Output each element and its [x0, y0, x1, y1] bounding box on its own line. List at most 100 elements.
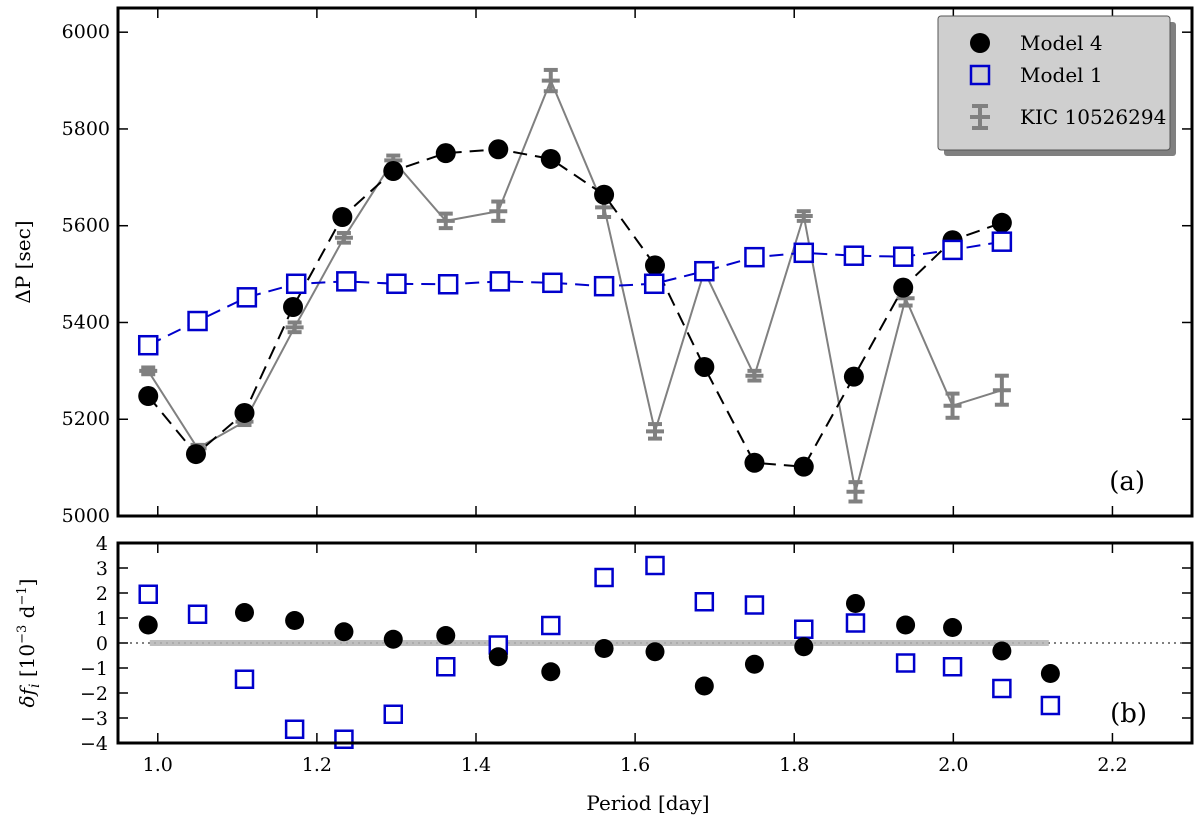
- model-4-point: [488, 139, 509, 160]
- model-1-point: [942, 239, 963, 261]
- panel-a-y-tick-label: 5600: [62, 215, 110, 237]
- model-1-residual-point: [645, 555, 665, 576]
- ylabel-d: d: [15, 605, 39, 624]
- panel-b-ticks: [118, 542, 1192, 744]
- model-1-point: [187, 310, 208, 332]
- model-1-residual-point: [794, 619, 814, 639]
- model-1-residual-point: [334, 729, 354, 749]
- panel-b-x-tick-labels: 1.0 1.2 1.4 1.6 1.8 2.0 2.2: [143, 754, 1128, 776]
- panel-b-y-tick-label: 2: [96, 583, 108, 605]
- panel-b-x-tick-label: 1.8: [779, 754, 809, 776]
- panel-b-frame: [116, 541, 1194, 745]
- model-4-residual-point: [285, 611, 305, 630]
- model-4-residual-point: [594, 639, 614, 658]
- panel-b-y-axis-label: δfi [10−3 d−1]: [15, 579, 43, 708]
- panel-b: −4 −3 −2 −1 0 1 2 3 4 1.0 1.2 1.4 1.6 1.8 2.0 2.2 δfi …: [15, 533, 1194, 815]
- model-4-residual-point: [744, 654, 764, 674]
- panel-b-y-tick-label: −4: [80, 733, 108, 755]
- kic-errorbar: [943, 391, 962, 420]
- model-4-point: [893, 277, 914, 298]
- model-1-residual-point: [895, 653, 916, 673]
- model-4-residual-point: [845, 594, 865, 613]
- model-1-point: [137, 334, 159, 356]
- kic-errorbar: [646, 422, 664, 441]
- model-4-point: [435, 143, 456, 164]
- model-4-point: [383, 161, 404, 182]
- panel-a-ylabel: ΔP [sec]: [11, 220, 35, 303]
- model-1-point: [386, 273, 407, 295]
- model-1-residual-point: [1040, 695, 1061, 716]
- model-4-point: [744, 452, 765, 473]
- model-4-residual-point: [436, 626, 456, 645]
- model-4-residual-point: [896, 615, 916, 635]
- model-1-residual-point: [845, 613, 866, 633]
- kic-errorbar: [285, 320, 304, 335]
- model-4-point: [234, 402, 255, 423]
- model-4-point: [185, 444, 206, 465]
- model-4-series-line: [147, 148, 1003, 468]
- model-1-point: [793, 242, 815, 264]
- panel-a-y-axis-label: ΔP [sec]: [11, 220, 35, 303]
- model-1-series-line: [147, 240, 1003, 347]
- panel-a-y-tick-label: 5200: [62, 408, 110, 430]
- model-1-residual-point: [541, 615, 561, 636]
- panel-a-y-tick-label: 5800: [62, 118, 110, 140]
- panel-b-x-tick-label: 2.0: [938, 754, 968, 776]
- ylabel-i: i: [27, 684, 43, 688]
- legend-box: [937, 15, 1171, 151]
- model-1-residual-point: [992, 678, 1012, 699]
- model-1-point: [489, 271, 511, 292]
- model-4-residual-point: [694, 676, 714, 696]
- legend-marker-model-1: [969, 64, 991, 86]
- model-4-point: [991, 212, 1012, 233]
- model-1-residual-point: [942, 657, 963, 677]
- panel-b-x-tick-label: 1.6: [620, 754, 650, 776]
- model-1-point: [593, 275, 615, 297]
- ylabel-delta: δ: [15, 695, 39, 707]
- kic-errorbar: [334, 230, 353, 245]
- legend: Model 4 Model 1 KIC 10526294: [937, 15, 1176, 156]
- model-1-point: [542, 272, 563, 294]
- model-1-residual-point: [284, 719, 305, 739]
- panel-b-y-tick-label: 0: [96, 633, 108, 655]
- model-4-point: [138, 386, 159, 407]
- model-1-point: [236, 287, 258, 308]
- model-1-point: [285, 273, 307, 295]
- model-1-point: [892, 246, 914, 267]
- model-1-residual-point: [138, 584, 158, 604]
- x-axis-label: Period [day]: [586, 791, 709, 815]
- panel-a-y-tick-label: 6000: [62, 21, 110, 43]
- panel-a-y-tick-labels: 5000 5200 5400 5600 5800 6000: [62, 21, 110, 527]
- model-1-residual-point: [383, 704, 404, 724]
- kic-errorbar: [541, 67, 560, 94]
- ylabel-exp2: −1: [15, 586, 30, 605]
- model-4-point: [332, 207, 353, 228]
- panel-a: 5000 5200 5400 5600 5800 6000 ΔP [sec] (a) Mo…: [11, 6, 1194, 527]
- model-4-residual-point: [138, 615, 158, 635]
- legend-marker-kic: [970, 104, 990, 130]
- model-4-point: [694, 356, 715, 377]
- model-4-point: [793, 456, 814, 477]
- model-4-residual-point: [541, 662, 561, 682]
- panel-b-y-tick-labels: −4 −3 −2 −1 0 1 2 3 4: [80, 533, 108, 755]
- kic-errorbar: [992, 373, 1011, 407]
- legend-label-kic: KIC 10526294: [1020, 105, 1166, 129]
- model-1-point: [437, 274, 459, 295]
- model-1-residual-point: [187, 604, 208, 624]
- model-4-residual-point: [234, 603, 254, 622]
- panel-b-tag: (b): [1110, 699, 1147, 729]
- panel-b-x-tick-label: 1.2: [302, 754, 332, 776]
- model-1-point: [991, 231, 1013, 252]
- panel-b-x-tick-label: 1.0: [143, 754, 173, 776]
- model-1-residual-point: [436, 657, 456, 677]
- kic-errorbar: [139, 365, 158, 377]
- panel-b-y-tick-label: 1: [96, 608, 108, 630]
- model-4-point: [283, 296, 304, 317]
- model-4-residual-point: [943, 618, 963, 637]
- legend-marker-model-4: [970, 33, 990, 53]
- panel-b-series: [118, 555, 1192, 749]
- model-4-residual-point: [488, 647, 508, 667]
- panel-b-y-tick-label: 3: [96, 558, 108, 580]
- panel-b-y-tick-label: −3: [80, 708, 108, 730]
- model-1-residual-point: [234, 669, 255, 689]
